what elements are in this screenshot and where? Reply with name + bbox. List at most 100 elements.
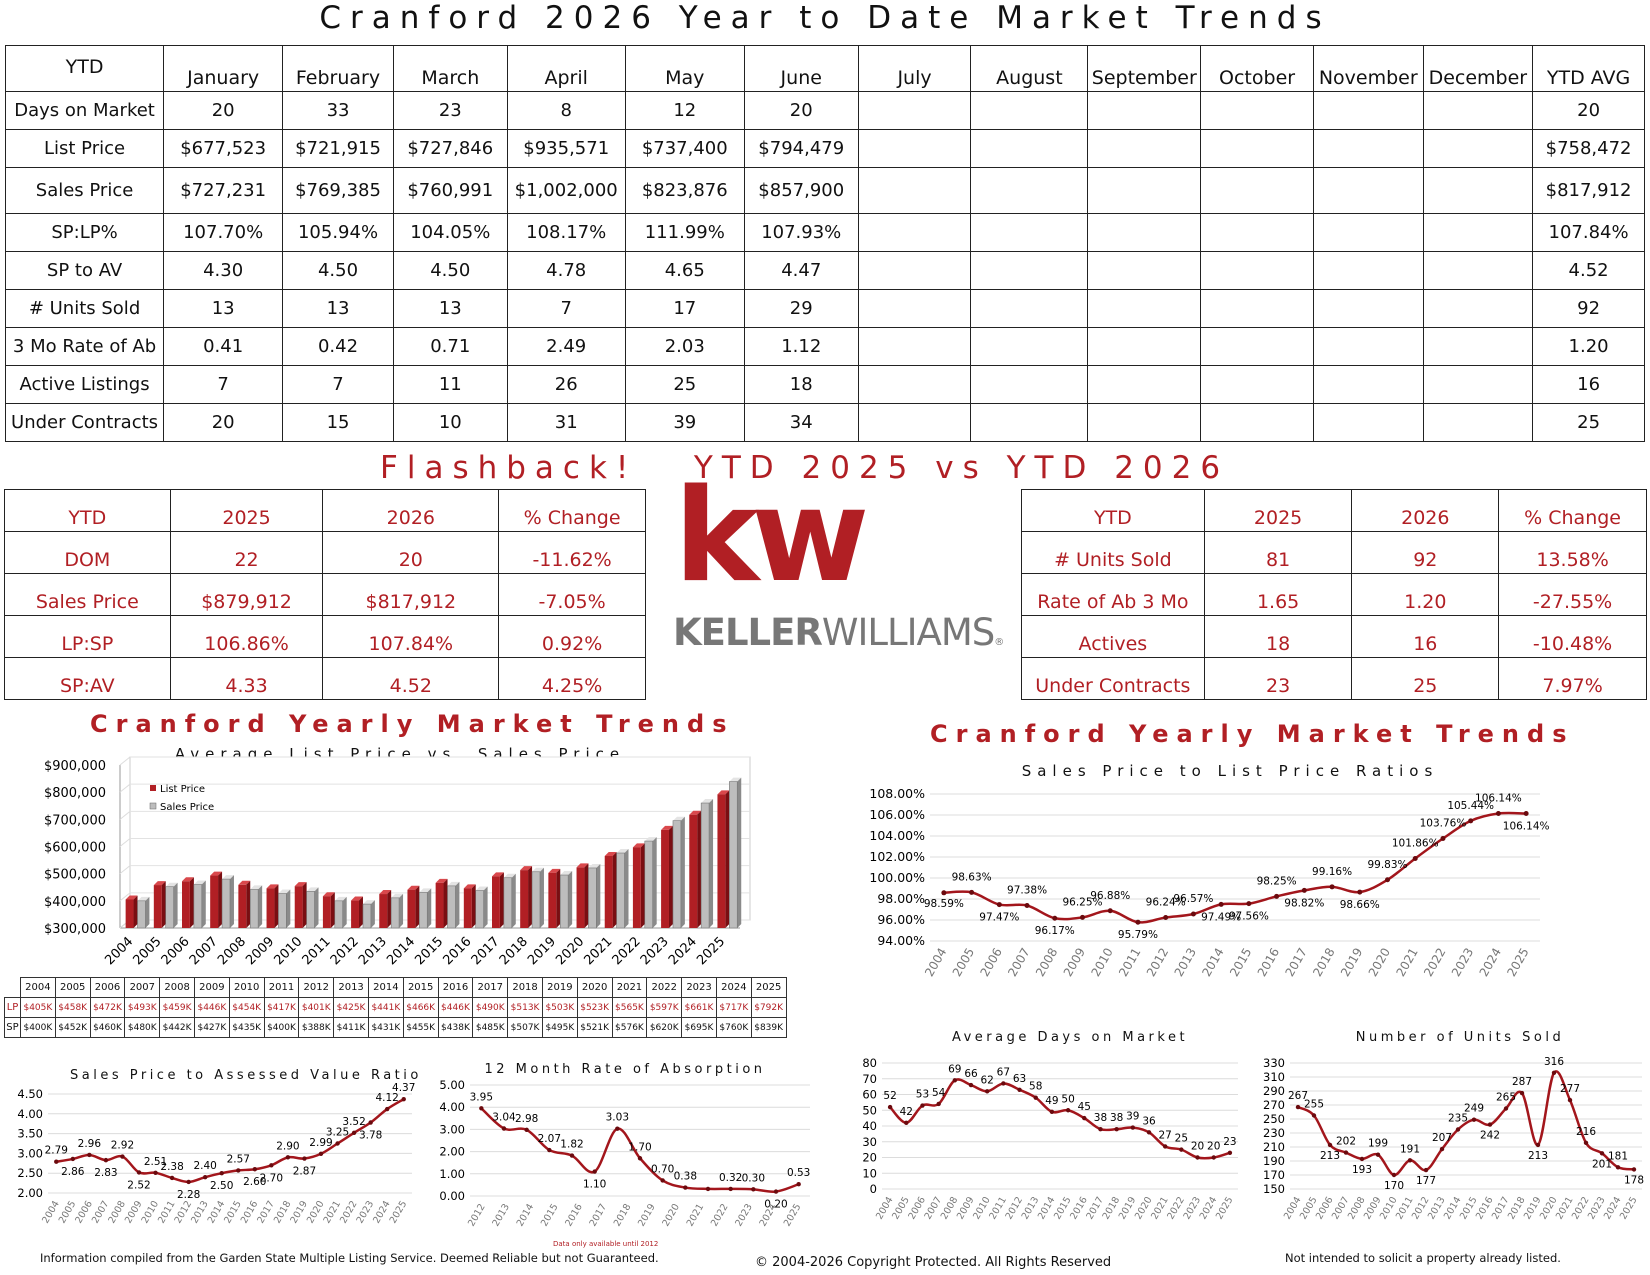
table-cell: 29	[743, 289, 859, 328]
data-point	[796, 1182, 801, 1187]
flashback-cell: LP:SP	[4, 615, 171, 658]
table-cell	[970, 289, 1089, 328]
table-cell	[1087, 365, 1202, 404]
table-cell	[1422, 365, 1534, 404]
sales-price-bar-side	[680, 816, 685, 928]
data-label: 97.47%	[979, 912, 1019, 924]
data-point	[1082, 1115, 1087, 1121]
data-point	[1567, 1097, 1573, 1103]
table-cell: 1.12	[743, 327, 859, 366]
flashback-cell: 22	[169, 531, 324, 574]
data-point	[1274, 893, 1280, 899]
data-point	[547, 1147, 552, 1153]
data-label: 0.70	[651, 1163, 674, 1175]
table-cell: 4.30	[163, 251, 284, 290]
list-price-bar	[604, 856, 613, 928]
data-label: 3.04	[492, 1112, 516, 1124]
list-price-bar	[210, 875, 219, 928]
y-tick-label: 3.00	[439, 1122, 465, 1136]
list-price-bar	[689, 814, 698, 928]
flashback-left-table: YTD 2025 2026% Change DOM 22 20 -11.62% Sales P…	[4, 489, 646, 700]
bar-table-series-label: LP	[4, 997, 21, 1018]
y-tick-label: 40	[862, 1119, 877, 1133]
table-cell: $1,002,000	[506, 167, 626, 214]
list-price-bar-side	[584, 863, 589, 928]
bar-table-year: 2010	[228, 977, 265, 998]
flashback-header-row: YTD 2025 2026% Change	[1021, 489, 1647, 532]
table-cell	[1087, 91, 1202, 130]
x-tick-label: 2017	[469, 934, 503, 968]
sales-price-bar-top	[306, 887, 319, 892]
bar-table-value: $565K	[611, 997, 648, 1018]
data-label: 69	[948, 1063, 961, 1075]
bar-table-value: $597K	[646, 997, 683, 1018]
data-label: 287	[1512, 1076, 1532, 1088]
bar-table-value: $388K	[298, 1017, 335, 1038]
x-tick-label: 2020	[553, 934, 587, 968]
data-point	[941, 890, 947, 896]
data-label: 98.59%	[924, 898, 964, 910]
x-tick-label: 2025	[694, 934, 728, 968]
data-label: 25	[1175, 1133, 1188, 1145]
list-price-bar-top	[689, 810, 702, 815]
bar-table-year: 2006	[89, 977, 126, 998]
data-point	[683, 1185, 688, 1190]
list-price-bar	[520, 870, 529, 928]
row-label: List Price	[4, 129, 165, 168]
sales-price-bar	[249, 889, 259, 929]
absorption-line-chart: 0.00 1.00 2.00 3.00 4.00 5.00 3.95 3.04 2.982.07…	[439, 1078, 810, 1228]
bar-table-year: 2021	[611, 977, 648, 998]
flashback-row: Sales Price $879,912 $817,912 -7.05%	[4, 573, 646, 616]
flashback-header-cell: 2025	[169, 489, 324, 532]
sales-price-bar-side	[539, 867, 544, 928]
data-label: 2.96	[78, 1138, 102, 1150]
x-tick-label: 2022	[709, 1202, 731, 1228]
data-label: 3.95	[470, 1091, 493, 1103]
data-label: 2.38	[160, 1161, 183, 1173]
table-row: Sales Price $727,231 $769,385 $760,991 $1,00…	[4, 167, 1645, 214]
list-price-bar-top	[266, 884, 279, 889]
sales-price-bar	[362, 903, 372, 929]
table-cell: 4.50	[282, 251, 394, 290]
table-cell: 107.70%	[163, 213, 284, 252]
x-tick-label: 2018	[1310, 946, 1337, 979]
bar-table-year: 2009	[193, 977, 230, 998]
table-cell: 0.41	[163, 327, 284, 366]
data-label: 0.53	[787, 1167, 810, 1179]
table-cell: 13	[282, 289, 394, 328]
page-title: Cranford 2026 Year to Date Market Trends	[319, 0, 1331, 36]
data-point	[1301, 887, 1307, 893]
data-point	[70, 1156, 76, 1162]
bar-table-value: $507K	[507, 1017, 543, 1038]
list-price-bar-side	[668, 825, 673, 928]
bar-table-value: $521K	[576, 1017, 613, 1038]
sales-price-bar-top	[644, 837, 657, 842]
y-tick-label: 0.00	[439, 1189, 465, 1203]
table-cell	[1422, 213, 1534, 252]
flashback-row: SP:AV 4.33 4.52 4.25%	[4, 657, 646, 700]
flashback-cell: 92	[1351, 531, 1500, 574]
data-point	[1246, 901, 1252, 907]
data-label: 2.92	[111, 1140, 134, 1152]
list-price-bar-top	[210, 871, 223, 876]
flashback-cell: 1.65	[1203, 573, 1353, 616]
row-label: Under Contracts	[4, 403, 165, 442]
data-point	[1495, 811, 1501, 817]
data-label: 105.44%	[1447, 800, 1494, 812]
sales-price-bar-side	[314, 887, 319, 928]
data-label: 98.66%	[1340, 899, 1380, 911]
sales-price-bar-side	[399, 893, 404, 928]
sales-price-bar-side	[201, 880, 206, 928]
table-cell: $823,876	[624, 167, 745, 214]
bar-table-year: 2025	[750, 977, 787, 998]
bar-table-value: $411K	[333, 1017, 369, 1038]
sales-price-bar	[419, 892, 428, 929]
data-label: 99.16%	[1312, 866, 1352, 878]
data-label: 2.79	[45, 1145, 68, 1157]
sales-price-bar-top	[447, 881, 460, 886]
table-row: SP:LP% 107.70% 105.94% 104.05% 108.17% 111.99…	[4, 213, 1645, 252]
bar-table-year: 2017	[472, 977, 509, 998]
ytd-avg-cell: 4.52	[1532, 251, 1645, 290]
table-cell: 4.50	[392, 251, 508, 290]
table-cell	[970, 327, 1089, 366]
